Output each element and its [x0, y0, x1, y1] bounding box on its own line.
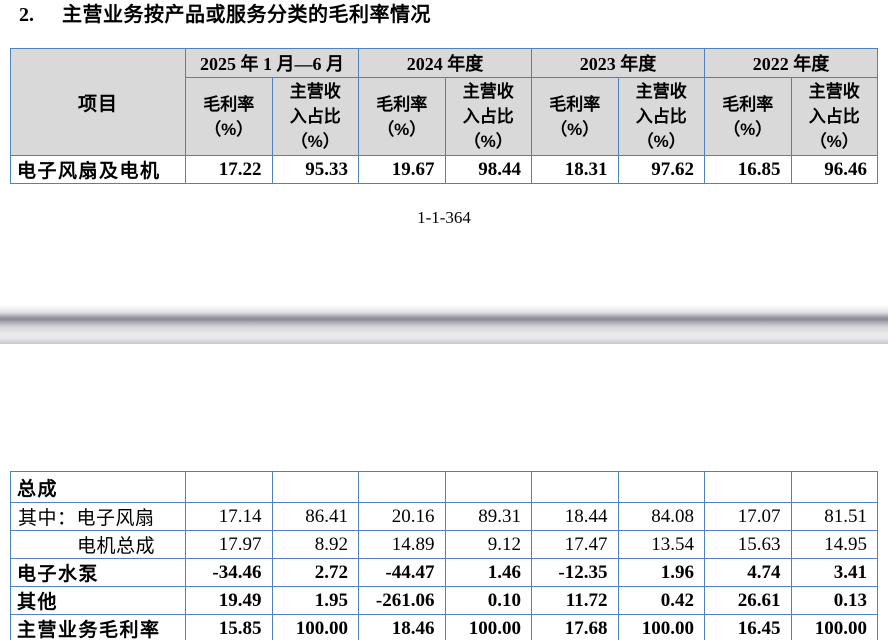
- value-cell: [185, 471, 273, 503]
- table-row-electric-fan: 其中：电子风扇 17.14 86.41 20.16 89.31 18.44 84…: [10, 502, 878, 531]
- value-cell: 16.45: [704, 614, 792, 640]
- column-header-gross-margin: 毛利率 （%）: [358, 77, 446, 156]
- table-row-assembly: 总成: [10, 471, 878, 503]
- value-cell: 17.07: [704, 502, 792, 531]
- value-cell: 100.00: [617, 614, 705, 640]
- value-cell: 15.63: [704, 530, 792, 559]
- value-cell: [358, 471, 446, 503]
- period-header-2024: 2024 年度: [358, 48, 532, 78]
- value-cell: 100.00: [444, 614, 532, 640]
- value-cell: 0.13: [790, 586, 878, 615]
- value-cell: 1.46: [444, 558, 532, 587]
- section-title-text: 主营业务按产品或服务分类的毛利率情况: [62, 4, 431, 26]
- page-separator: [0, 305, 888, 344]
- value-cell: 11.72: [531, 586, 619, 615]
- gross-margin-table-page2: 总成 其中：电子风扇 17.14 86.41 20.16 89.31 18.44…: [10, 471, 878, 640]
- value-cell: 96.46: [790, 155, 878, 184]
- value-cell: 17.68: [531, 614, 619, 640]
- value-cell: [704, 471, 792, 503]
- table-row-electric-fan-and-motor: 电子风扇及电机 17.22 95.33 19.67 98.44 18.31 97…: [10, 155, 878, 184]
- value-cell: 1.95: [271, 586, 359, 615]
- value-cell: 16.85: [704, 155, 792, 184]
- value-cell: 1.96: [617, 558, 705, 587]
- value-cell: 18.31: [531, 155, 619, 184]
- value-cell: 8.92: [271, 530, 359, 559]
- page-number: 1-1-364: [417, 208, 471, 227]
- period-header-2025h1: 2025 年 1 月—6 月: [185, 48, 359, 78]
- value-cell: 2.72: [271, 558, 359, 587]
- row-label: 电子水泵: [10, 558, 186, 587]
- column-header-gross-margin: 毛利率 （%）: [704, 77, 792, 156]
- value-cell: 19.67: [358, 155, 446, 184]
- row-label: 其中：电子风扇: [10, 502, 186, 531]
- section-title: 2. 主营业务按产品或服务分类的毛利率情况: [19, 2, 431, 28]
- value-cell: 3.41: [790, 558, 878, 587]
- value-cell: 15.85: [185, 614, 273, 640]
- value-cell: [617, 471, 705, 503]
- value-cell: 100.00: [790, 614, 878, 640]
- value-cell: 97.62: [617, 155, 705, 184]
- row-label: 主营业务毛利率: [10, 614, 186, 640]
- sub-header-row: 毛利率 （%） 主营收 入占比 （%） 毛利率 （%） 主营收 入占比 （%） …: [11, 77, 878, 156]
- section-number: 2.: [19, 4, 34, 26]
- value-cell: 26.61: [704, 586, 792, 615]
- value-cell: 18.46: [358, 614, 446, 640]
- table-row-main-business-gross-margin: 主营业务毛利率 15.85 100.00 18.46 100.00 17.68 …: [10, 614, 878, 640]
- value-cell: 0.42: [617, 586, 705, 615]
- period-header-row: 项目 2025 年 1 月—6 月 2024 年度 2023 年度 2022 年…: [10, 48, 878, 156]
- value-cell: 100.00: [271, 614, 359, 640]
- value-cell: 81.51: [790, 502, 878, 531]
- value-cell: -261.06: [358, 586, 446, 615]
- table-row-electric-water-pump: 电子水泵 -34.46 2.72 -44.47 1.46 -12.35 1.96…: [10, 558, 878, 587]
- value-cell: 18.44: [531, 502, 619, 531]
- value-cell: [790, 471, 878, 503]
- value-cell: -12.35: [531, 558, 619, 587]
- value-cell: 14.95: [790, 530, 878, 559]
- column-header-revenue-share: 主营收 入占比 （%）: [271, 77, 359, 156]
- value-cell: -34.46: [185, 558, 273, 587]
- column-header-revenue-share: 主营收 入占比 （%）: [617, 77, 705, 156]
- value-cell: 9.12: [444, 530, 532, 559]
- value-cell: 84.08: [617, 502, 705, 531]
- gross-margin-table-page1: 项目 2025 年 1 月—6 月 2024 年度 2023 年度 2022 年…: [10, 48, 878, 184]
- value-cell: 0.10: [444, 586, 532, 615]
- value-cell: 20.16: [358, 502, 446, 531]
- row-label: 电机总成: [10, 530, 186, 559]
- row-label: 总成: [10, 471, 186, 503]
- column-header-gross-margin: 毛利率 （%）: [531, 77, 619, 156]
- column-header-revenue-share: 主营收 入占比 （%）: [444, 77, 532, 156]
- period-header-2023: 2023 年度: [531, 48, 705, 78]
- value-cell: [271, 471, 359, 503]
- value-cell: 19.49: [185, 586, 273, 615]
- value-cell: 95.33: [271, 155, 359, 184]
- value-cell: 17.47: [531, 530, 619, 559]
- column-header-revenue-share: 主营收 入占比 （%）: [790, 77, 878, 156]
- value-cell: 17.22: [185, 155, 273, 184]
- value-cell: 4.74: [704, 558, 792, 587]
- value-cell: [531, 471, 619, 503]
- table-row-other: 其他 19.49 1.95 -261.06 0.10 11.72 0.42 26…: [10, 586, 878, 615]
- value-cell: 17.14: [185, 502, 273, 531]
- value-cell: 17.97: [185, 530, 273, 559]
- column-header-gross-margin: 毛利率 （%）: [185, 77, 273, 156]
- value-cell: 89.31: [444, 502, 532, 531]
- row-label: 电子风扇及电机: [10, 155, 186, 184]
- value-cell: 13.54: [617, 530, 705, 559]
- value-cell: 98.44: [444, 155, 532, 184]
- row-label: 其他: [10, 586, 186, 615]
- table-row-motor-assembly: 电机总成 17.97 8.92 14.89 9.12 17.47 13.54 1…: [10, 530, 878, 559]
- value-cell: 86.41: [271, 502, 359, 531]
- value-cell: -44.47: [358, 558, 446, 587]
- value-cell: [444, 471, 532, 503]
- column-header-item: 项目: [10, 48, 186, 156]
- period-header-2022: 2022 年度: [704, 48, 878, 78]
- value-cell: 14.89: [358, 530, 446, 559]
